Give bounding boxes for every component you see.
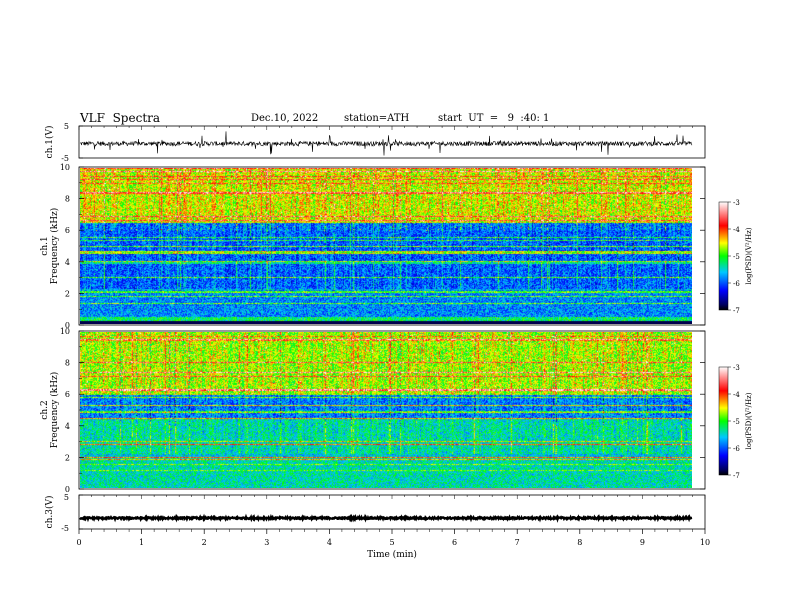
frequency-tick-label: 2 <box>65 289 70 298</box>
frequency-tick-label: 8 <box>65 195 70 204</box>
date-label: Dec.10, 2022 <box>251 113 319 124</box>
ch1-ytick-bottom: -5 <box>61 154 69 163</box>
colorbar-tick-label: -3 <box>733 364 740 372</box>
time-axis: 0 1 2 3 4 5 6 7 8 9 10 <box>76 529 710 547</box>
time-tick-label: 6 <box>452 538 457 547</box>
time-tick-label: 0 <box>76 538 81 547</box>
time-tick-label: 4 <box>327 538 332 547</box>
frequency-tick-label: 6 <box>65 390 70 399</box>
ch3-ylabel: ch.3(V) <box>44 496 55 529</box>
frequency-tick-label: 4 <box>65 258 70 267</box>
ch1-spec-ylabel-frequency: Frequency (kHz) <box>49 208 60 285</box>
colorbar-tick-label: -5 <box>733 253 740 261</box>
ch2-colorbar: -3 -4 -5 -6 -7 log(PSD)(V²/Hz) <box>718 364 753 480</box>
colorbar-tick-label: -7 <box>733 472 740 480</box>
ch2-colorbar-ticks: -3 -4 -5 -6 -7 <box>728 364 740 480</box>
ch1-waveform-panel: 5 -5 ch.1(V) <box>44 122 706 163</box>
ch3-waveform-line <box>79 513 693 523</box>
frequency-tick-label: 0 <box>65 321 70 330</box>
time-tick-label: 1 <box>139 538 144 547</box>
ch1-waveform-line <box>79 131 693 156</box>
time-tick-label: 5 <box>389 538 394 547</box>
ch3-y-ticks <box>78 494 706 530</box>
station-label: station=ATH <box>344 113 410 124</box>
time-axis-label: Time (min) <box>367 549 417 560</box>
colorbar-tick-label: -6 <box>733 445 740 453</box>
ch3-ytick-bottom: -5 <box>61 524 69 533</box>
ch1-colorbar-ticks: -3 -4 -5 -6 -7 <box>728 199 740 315</box>
ch2-spectrogram-image <box>80 332 692 488</box>
frequency-tick-label: 4 <box>65 422 70 431</box>
colorbar-tick-label: -7 <box>733 307 740 315</box>
frequency-tick-label: 10 <box>60 163 70 172</box>
colorbar-tick-label: -3 <box>733 199 740 207</box>
ch1-spec-ylabel-channel: ch.1 <box>40 236 50 255</box>
ch2-spectrogram-panel: 0 2 4 6 8 10 ch.2 Frequency (kHz) <box>40 327 706 494</box>
colorbar-tick-label: -4 <box>733 391 740 399</box>
time-tick-label: 7 <box>515 538 520 547</box>
ch1-ylabel: ch.1(V) <box>44 126 55 159</box>
frequency-tick-label: 10 <box>60 327 70 336</box>
time-tick-label: 8 <box>577 538 582 547</box>
time-tick-label: 10 <box>700 538 710 547</box>
ch1-y-ticks <box>78 125 706 159</box>
ch1-colorbar-label: log(PSD)(V²/Hz) <box>745 227 753 284</box>
ch2-spec-ylabel-frequency: Frequency (kHz) <box>49 372 60 449</box>
frequency-tick-label: 8 <box>65 359 70 368</box>
ch1-colorbar: -3 -4 -5 -6 -7 log(PSD)(V²/Hz) <box>718 199 753 315</box>
frequency-tick-label: 0 <box>65 485 70 494</box>
ch1-spectrogram-panel: 0 2 4 6 8 10 ch.1 Frequency (kHz) <box>40 163 706 330</box>
ch2-colorbar-label: log(PSD)(V²/Hz) <box>745 392 753 449</box>
colorbar-tick-label: -4 <box>733 226 740 234</box>
frequency-tick-label: 2 <box>65 453 70 462</box>
ch1-ytick-top: 5 <box>64 122 69 131</box>
colorbar-tick-label: -6 <box>733 280 740 288</box>
page-title: VLF Spectra <box>80 111 161 125</box>
time-tick-label: 2 <box>202 538 207 547</box>
colorbar-tick-label: -5 <box>733 418 740 426</box>
ch2-frequency-ticks: 0 2 4 6 8 10 <box>60 327 705 494</box>
time-tick-label: 9 <box>640 538 645 547</box>
ch1-frequency-ticks: 0 2 4 6 8 10 <box>60 163 705 330</box>
ch3-ytick-top: 5 <box>64 493 69 502</box>
start-time-label: start UT = 9 :40: 1 <box>438 113 550 124</box>
ch2-spec-ylabel-channel: ch.2 <box>40 400 50 419</box>
ch1-spectrogram-image <box>80 168 692 324</box>
time-tick-label: 3 <box>264 538 269 547</box>
ch3-waveform-panel: 5 -5 ch.3(V) <box>44 493 706 533</box>
frequency-tick-label: 6 <box>65 226 70 235</box>
